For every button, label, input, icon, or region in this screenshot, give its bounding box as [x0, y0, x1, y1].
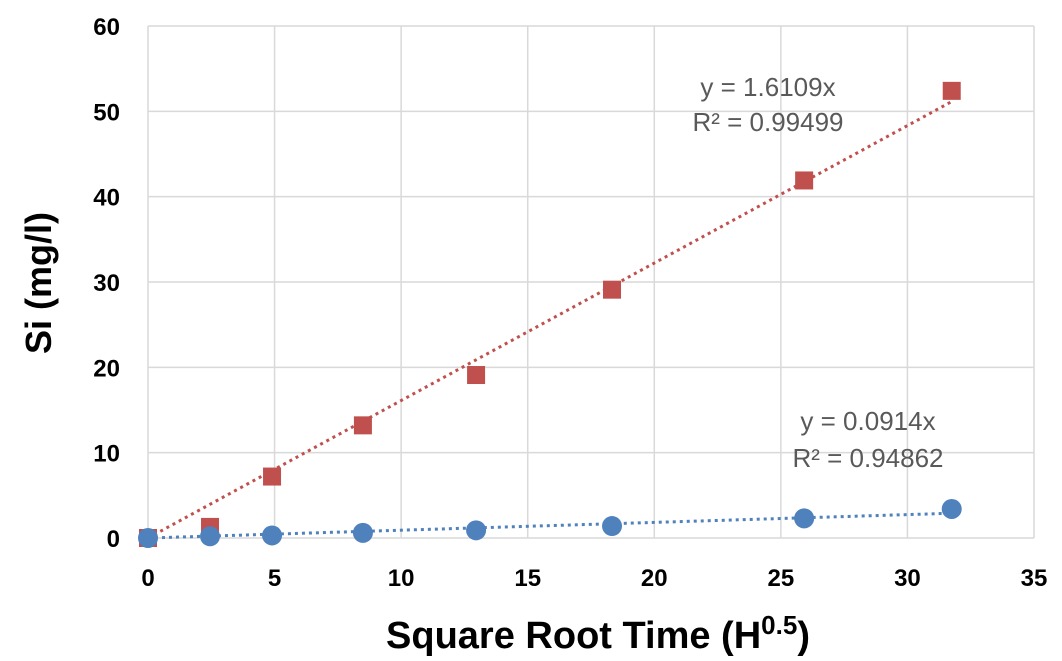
- y-axis-title: Si (mg/l): [18, 212, 59, 354]
- trendline-series-1: [147, 511, 952, 540]
- x-tick-label-3: 15: [514, 565, 541, 592]
- trendline-series-0: [147, 100, 953, 540]
- tick-labels: 0 10 20 30 40 50 60 0 5 10 15 20 25 30 35: [93, 14, 1047, 592]
- point-series-0-5: [603, 280, 622, 299]
- x-axis-title-close: ): [797, 615, 810, 657]
- trendline-labels: y = 1.6109x R² = 0.99499 y = 0.0914x R² …: [692, 72, 943, 473]
- point-series-1-5: [602, 516, 623, 537]
- y-tick-label-5: 50: [93, 99, 120, 126]
- y-tick-label-2: 20: [93, 355, 120, 382]
- trendline-equation-blue: y = 0.0914x: [800, 406, 935, 436]
- point-series-1-0: [138, 528, 158, 548]
- trendline-r2-blue: R² = 0.94862: [792, 443, 943, 473]
- point-series-1-6: [794, 508, 815, 529]
- y-tick-label-0: 0: [107, 526, 120, 553]
- x-tick-label-5: 25: [768, 565, 795, 592]
- y-tick-label-3: 30: [93, 270, 120, 297]
- point-series-0-2: [263, 467, 282, 486]
- trendlines: [147, 100, 953, 540]
- x-tick-label-2: 10: [388, 565, 415, 592]
- point-series-0-4: [467, 366, 486, 385]
- x-axis-title-superscript: 0.5: [761, 610, 797, 640]
- x-tick-label-4: 20: [641, 565, 668, 592]
- point-series-0-3: [353, 416, 372, 435]
- point-series-0-6: [795, 171, 814, 190]
- y-tick-label-6: 60: [93, 14, 120, 41]
- point-series-1-3: [352, 522, 373, 543]
- x-tick-label-7: 35: [1021, 565, 1048, 592]
- data-points: [138, 81, 962, 548]
- trendline-equation-red: y = 1.6109x: [700, 72, 835, 102]
- x-axis-title: Square Root Time (H0.5): [386, 610, 810, 657]
- x-tick-label-6: 30: [894, 565, 921, 592]
- y-tick-label-4: 40: [93, 185, 120, 212]
- x-tick-label-1: 5: [268, 565, 281, 592]
- x-tick-label-0: 0: [141, 565, 154, 592]
- point-series-1-2: [262, 525, 283, 546]
- point-series-0-7: [942, 81, 961, 100]
- y-tick-label-1: 10: [93, 441, 120, 468]
- gridlines: [147, 25, 1035, 539]
- trendline-r2-red: R² = 0.99499: [692, 107, 843, 137]
- point-series-1-1: [200, 526, 221, 547]
- x-axis-title-base: Square Root Time (H: [386, 615, 761, 657]
- point-series-1-4: [466, 520, 487, 541]
- point-series-1-7: [941, 498, 962, 519]
